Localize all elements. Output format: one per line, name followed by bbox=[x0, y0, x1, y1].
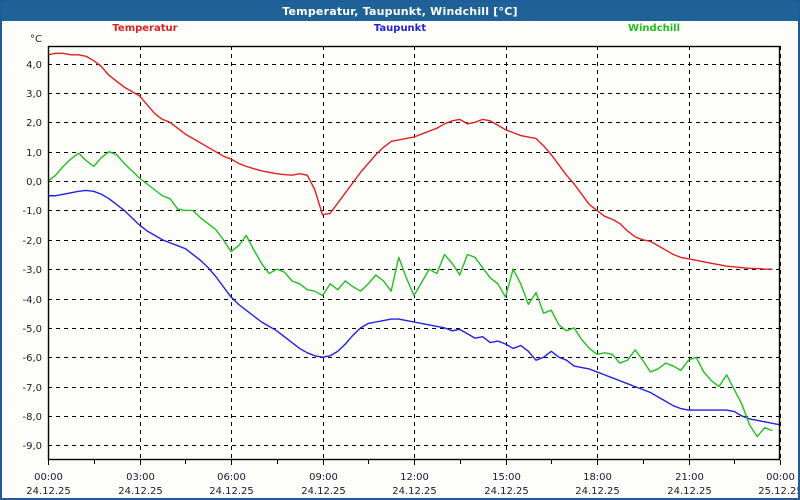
y-axis-tick-label: -3,0 bbox=[22, 265, 42, 276]
x-axis-tick-date: 24.12.25 bbox=[484, 486, 529, 497]
x-axis-tick-time: 12:00 bbox=[400, 472, 429, 483]
y-axis-tick-label: -4,0 bbox=[22, 295, 42, 306]
x-axis-tick-time: 21:00 bbox=[675, 472, 704, 483]
y-axis-tick-label: 1,0 bbox=[26, 148, 42, 159]
x-axis-tick-time: 06:00 bbox=[217, 472, 246, 483]
y-axis-tick-label: 3,0 bbox=[26, 89, 42, 100]
chart-legend: Temperatur Taupunkt Windchill bbox=[2, 23, 798, 39]
y-axis-tick-label: -1,0 bbox=[22, 206, 42, 217]
y-axis-tick-label: -7,0 bbox=[22, 383, 42, 394]
window-title-bar: Temperatur, Taupunkt, Windchill [°C] bbox=[2, 2, 798, 21]
x-axis-tick-time: 15:00 bbox=[492, 472, 521, 483]
y-axis-tick-label: 0,0 bbox=[26, 177, 42, 188]
x-axis-tick-date: 24.12.25 bbox=[575, 486, 620, 497]
series-line-windchill bbox=[47, 150, 773, 438]
plot-frame bbox=[47, 45, 781, 461]
y-axis-tick-label: -6,0 bbox=[22, 353, 42, 364]
legend-item-windchill: Windchill bbox=[627, 23, 681, 34]
y-axis-unit-label: °C bbox=[30, 34, 42, 45]
x-axis-tick-date: 24.12.25 bbox=[392, 486, 437, 497]
x-axis-tick-time: 00:00 bbox=[766, 472, 795, 483]
y-axis-tick-label: -2,0 bbox=[22, 236, 42, 247]
y-axis-tick-label: 4,0 bbox=[26, 60, 42, 71]
x-axis-tick-date: 25.12.25 bbox=[758, 486, 798, 497]
y-axis-tick-label: -8,0 bbox=[22, 412, 42, 423]
series-line-temperatur bbox=[47, 52, 773, 270]
x-axis-tick-time: 00:00 bbox=[34, 472, 63, 483]
y-axis-tick-label: -9,0 bbox=[22, 441, 42, 452]
x-axis-tick-date: 24.12.25 bbox=[26, 486, 71, 497]
x-axis-tick-date: 24.12.25 bbox=[301, 486, 346, 497]
legend-item-taupunkt: Taupunkt bbox=[373, 23, 427, 34]
page-title: Temperatur, Taupunkt, Windchill [°C] bbox=[282, 5, 518, 18]
series-layer bbox=[47, 52, 781, 438]
series-line-taupunkt bbox=[48, 189, 781, 426]
axis-labels: 4,0 3,0 2,0 1,0 0,0 -1,0 -2,0 -3,0 -4,0 -5,0 -6,0 -… bbox=[22, 34, 798, 497]
x-axis-tick-time: 03:00 bbox=[126, 472, 155, 483]
legend-item-temperatur: Temperatur bbox=[112, 23, 178, 34]
x-axis-tick-date: 24.12.25 bbox=[118, 486, 163, 497]
x-axis-tick-date: 24.12.25 bbox=[209, 486, 254, 497]
axis-layer bbox=[47, 45, 781, 465]
grid-layer bbox=[48, 46, 781, 460]
x-axis-tick-date: 24.12.25 bbox=[667, 486, 712, 497]
y-axis-tick-label: 2,0 bbox=[26, 118, 42, 129]
y-axis-tick-label: -5,0 bbox=[22, 324, 42, 335]
x-axis-tick-time: 18:00 bbox=[583, 472, 612, 483]
x-axis-tick-time: 09:00 bbox=[309, 472, 338, 483]
